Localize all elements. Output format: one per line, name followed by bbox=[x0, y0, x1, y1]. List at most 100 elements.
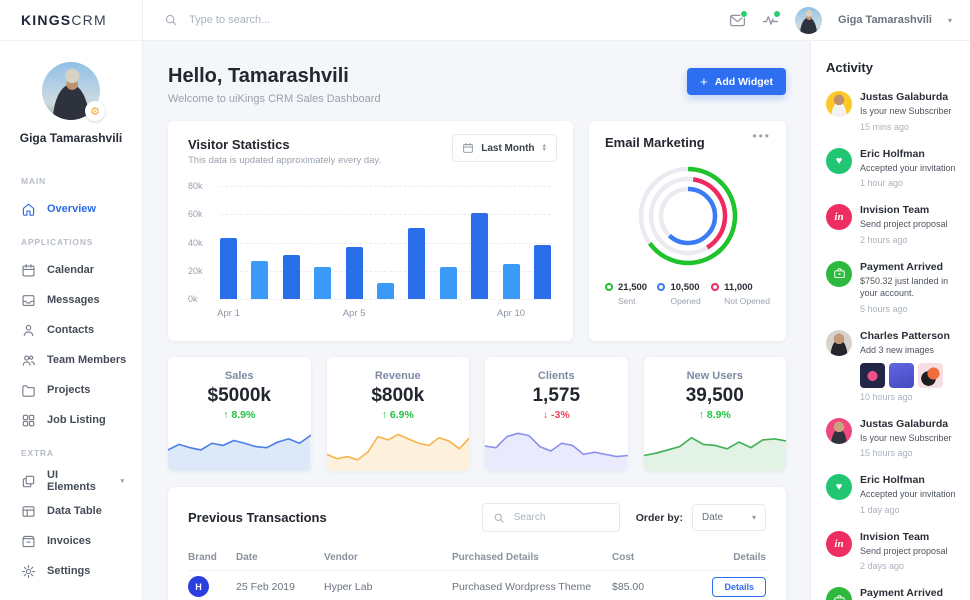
sidebar-item-overview[interactable]: Overview bbox=[21, 194, 134, 224]
card-menu-icon[interactable]: ••• bbox=[752, 129, 771, 143]
search-input[interactable] bbox=[187, 13, 411, 27]
search-box[interactable] bbox=[143, 13, 729, 27]
sidebar-item-settings[interactable]: Settings bbox=[21, 556, 134, 586]
x-axis-tick-label: Apr 10 bbox=[497, 308, 526, 319]
heart-icon: ♥ bbox=[826, 147, 852, 174]
activity-body: Eric Holfman Accepted your invitation 1 da… bbox=[860, 474, 956, 515]
gear-badge-icon[interactable]: ⚙ bbox=[85, 101, 105, 121]
activity-item[interactable]: Charles Patterson Add 3 new images 10 hour… bbox=[826, 329, 962, 402]
briefcase-icon bbox=[833, 595, 845, 600]
column-header-details: Details bbox=[733, 551, 766, 563]
heart-icon: ♥ bbox=[826, 474, 852, 501]
transactions-search-input[interactable] bbox=[511, 511, 600, 524]
topbar-user-name[interactable]: Giga Tamarashvili bbox=[838, 14, 932, 26]
transactions-table: Brand Date Vendor Purchased Details Cost Deta… bbox=[188, 544, 766, 600]
x-axis-tick-label: Apr 1 bbox=[217, 308, 240, 319]
chevron-down-icon[interactable]: ▾ bbox=[947, 15, 952, 25]
logo-light: CRM bbox=[71, 12, 107, 28]
bar-wrapper bbox=[471, 186, 489, 299]
sidebar-item-team-members[interactable]: Team Members bbox=[21, 345, 134, 375]
donut-arc-not-opened bbox=[648, 176, 727, 256]
donut-arc-opened bbox=[658, 186, 717, 246]
updown-caret-icon: ▲ ▼ bbox=[541, 142, 547, 153]
legend-item-opened: 10,500 Opened bbox=[657, 282, 701, 306]
sidebar-item-label: Messages bbox=[47, 294, 100, 306]
sparkline bbox=[485, 427, 628, 471]
sparkline bbox=[168, 427, 311, 471]
activity-item[interactable]: ♥ Eric Holfman Accepted your invitation 1 h… bbox=[826, 147, 962, 188]
activity-name: Eric Holfman bbox=[860, 474, 925, 487]
sidebar-item-data-table[interactable]: Data Table bbox=[21, 496, 134, 526]
activity-image[interactable] bbox=[860, 362, 885, 388]
activity-body: Payment Arrived$750.32 just landed in yo… bbox=[860, 261, 962, 314]
stat-card-clients: Clients 1,575 ↓ -3% bbox=[485, 357, 628, 471]
activity-pulse-icon[interactable] bbox=[762, 9, 782, 29]
x-axis-tick-label: Apr 5 bbox=[342, 308, 366, 319]
sidebar-item-label: Data Table bbox=[47, 505, 102, 517]
transactions-header: Previous Transactions Order by: Date ▾ bbox=[188, 503, 766, 532]
column-header-vendor: Vendor bbox=[324, 551, 358, 563]
avatar bbox=[826, 91, 852, 117]
column-header-brand: Brand bbox=[188, 551, 217, 563]
bar bbox=[502, 263, 520, 299]
cost-cell: $85.00 bbox=[612, 580, 645, 593]
job-icon bbox=[22, 414, 35, 426]
activity-item[interactable]: in Invision Team Send project proposal 2 ho… bbox=[826, 204, 962, 245]
greeting-block: Hello, Tamarashvili Welcome to uiKings C… bbox=[168, 63, 381, 105]
date-range-value: Last Month bbox=[481, 142, 535, 154]
activity-item[interactable]: in Invision Team Send project proposal 2 da… bbox=[826, 530, 962, 572]
nav-section-label-main: MAIN bbox=[21, 176, 46, 186]
activity-item[interactable]: Justas Galaburda Is your new Subscriber 15… bbox=[826, 91, 962, 132]
transactions-search-box[interactable] bbox=[481, 503, 620, 532]
gridline bbox=[220, 270, 551, 272]
user-avatar[interactable]: ⚙ bbox=[42, 62, 105, 121]
avatar bbox=[826, 329, 852, 356]
order-by-select[interactable]: Date ▾ bbox=[692, 504, 766, 531]
activity-image[interactable] bbox=[918, 362, 943, 388]
activity-text: Is your new Subscriber bbox=[860, 106, 952, 116]
sidebar-item-contacts[interactable]: Contacts bbox=[21, 315, 134, 345]
stat-label: Sales bbox=[224, 370, 254, 382]
bar-wrapper: Apr 5 bbox=[343, 186, 365, 319]
details-button[interactable]: Details bbox=[712, 576, 766, 597]
add-widget-button[interactable]: + Add Widget bbox=[687, 68, 786, 95]
date-cell: 25 Feb 2019 bbox=[236, 580, 295, 593]
home-icon bbox=[22, 203, 35, 216]
bar-wrapper bbox=[251, 186, 269, 299]
activity-image[interactable] bbox=[889, 362, 914, 388]
stat-delta: ↑ 8.9% bbox=[698, 409, 731, 421]
sidebar-item-projects[interactable]: Projects bbox=[21, 375, 134, 405]
add-widget-label: Add Widget bbox=[714, 75, 773, 88]
sidebar-item-ui-elements[interactable]: UI Elements ▾ bbox=[21, 466, 134, 496]
sidebar-item-job-listing[interactable]: Job Listing bbox=[21, 405, 134, 435]
activity-body: Invision Team Send project proposal 2 days… bbox=[860, 531, 948, 572]
activity-text: Accepted your invitation bbox=[860, 162, 956, 173]
logo-bold: KINGS bbox=[21, 12, 72, 28]
activity-item[interactable]: Payment Arrived$750.32 just landed in yo… bbox=[826, 587, 962, 600]
sidebar-item-label: Job Listing bbox=[47, 414, 106, 426]
legend-text: 11,000 Not Opened bbox=[724, 282, 770, 306]
stat-value: $5000k bbox=[207, 385, 271, 406]
nav-section-label-extra: EXTRA bbox=[21, 448, 54, 458]
topbar-avatar[interactable] bbox=[795, 6, 823, 34]
activity-item[interactable]: Payment Arrived$750.32 just landed in yo… bbox=[826, 260, 962, 314]
profile-name: Giga Tamarashvili bbox=[19, 131, 123, 145]
messages-icon bbox=[22, 294, 35, 306]
bar bbox=[345, 246, 363, 299]
mail-icon[interactable] bbox=[729, 9, 749, 29]
activity-name: Payment Arrived bbox=[860, 587, 944, 600]
visitor-statistics-title: Visitor Statistics bbox=[188, 137, 290, 152]
brand-logo: H bbox=[188, 576, 209, 597]
sidebar-item-messages[interactable]: Messages bbox=[21, 285, 134, 315]
sidebar-item-calendar[interactable]: Calendar bbox=[21, 255, 134, 285]
activity-item[interactable]: Justas Galaburda Is your new Subscriber 15… bbox=[826, 417, 962, 458]
activity-body: Payment Arrived$750.32 just landed in yo… bbox=[860, 587, 962, 600]
activity-title: Activity bbox=[826, 60, 873, 75]
table-header-row: Brand Date Vendor Purchased Details Cost Deta… bbox=[188, 544, 766, 570]
date-range-selector[interactable]: Last Month ▲ ▼ bbox=[452, 134, 557, 162]
bar bbox=[439, 266, 457, 299]
activity-item[interactable]: ♥ Eric Holfman Accepted your invitation 1 d… bbox=[826, 474, 962, 515]
legend-label: Opened bbox=[670, 296, 701, 306]
email-marketing-card: Email Marketing ••• 21,500 Sent 10,500 Open… bbox=[589, 121, 786, 341]
sidebar-item-invoices[interactable]: Invoices bbox=[21, 526, 134, 556]
